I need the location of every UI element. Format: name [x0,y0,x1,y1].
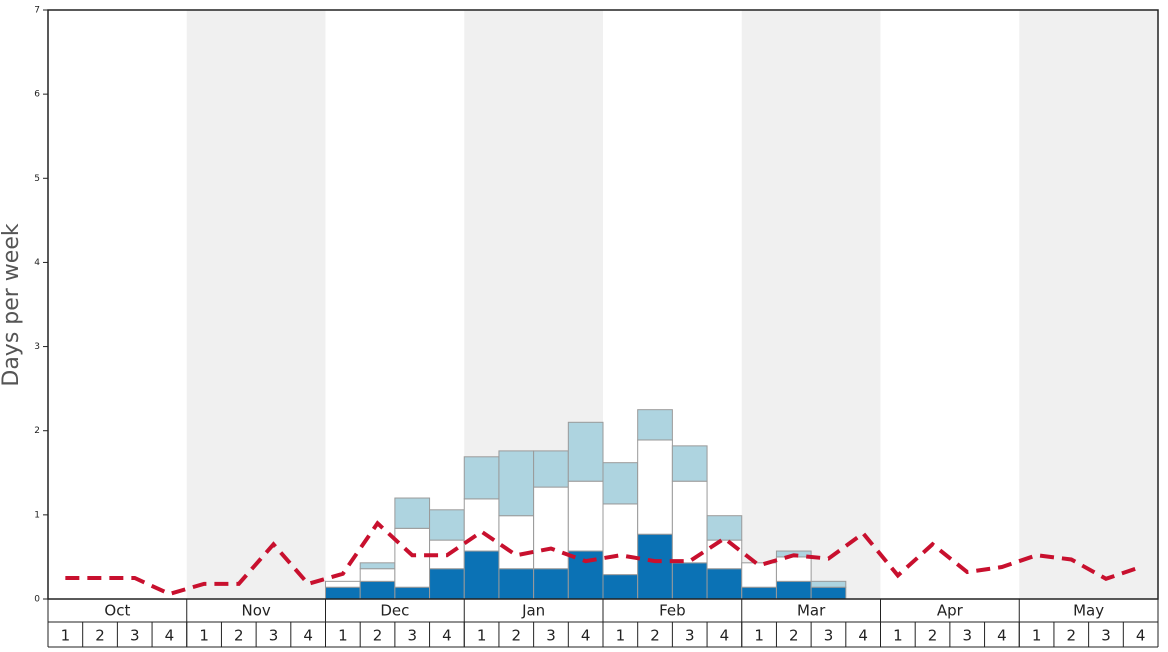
month-band [741,10,881,599]
week-label: 1 [754,627,764,645]
bar-segment [706,515,743,541]
y-tick-label: 7 [34,6,40,16]
week-label: 2 [373,627,383,645]
bar-segment [706,568,743,600]
bar-segment [637,533,673,600]
bar-segment [359,580,396,600]
bar-segment [533,450,569,488]
week-label: 2 [512,627,522,645]
bar-segment [533,568,569,600]
month-band [186,10,326,599]
week-label: 3 [1101,627,1111,645]
bar-segment [775,580,812,600]
week-label: 4 [581,627,591,645]
y-tick-label: 4 [34,258,40,268]
week-label: 4 [165,627,175,645]
bar-segment [429,509,465,541]
week-label: 1 [199,627,209,645]
bar-segment [394,527,431,588]
bar-segment [671,480,708,564]
bar-segment [671,445,708,482]
bar-segment [394,586,431,600]
month-label: Mar [797,602,826,620]
bar-segment [463,456,500,500]
y-tick-label: 1 [34,510,40,520]
average-line [65,520,1142,597]
week-label: 3 [962,627,972,645]
bar-segment [775,556,812,582]
month-label: Jan [521,602,545,620]
bar-segment [810,580,847,588]
bar-segment [325,580,361,588]
week-label: 1 [1032,627,1042,645]
bar-segment [463,550,500,600]
bar-segment [533,486,569,570]
week-label: 1 [893,627,903,645]
bar-segment [498,450,535,517]
week-label: 1 [616,627,626,645]
week-label: 4 [720,627,730,645]
bar-segment [741,586,777,600]
bar-segment [429,568,465,600]
bar-segment [359,562,396,570]
bar-segment [741,562,777,588]
week-label: 4 [303,627,313,645]
month-label: Apr [937,602,964,620]
month-label: Dec [380,602,409,620]
week-label: 2 [789,627,799,645]
week-label: 2 [928,627,938,645]
month-label: Oct [104,602,130,620]
week-label: 4 [1136,627,1146,645]
week-label: 3 [269,627,279,645]
bar-segment [602,503,639,576]
bar-segment [810,586,847,600]
bar-segment [567,480,604,552]
bar-segment [602,574,639,600]
week-label: 1 [338,627,348,645]
week-label: 3 [130,627,140,645]
bar-segment [637,409,673,441]
y-axis-label: Days per week [0,223,24,386]
week-label: 3 [824,627,834,645]
week-label: 2 [650,627,660,645]
bar-segment [602,462,639,505]
bar-segment [359,568,396,582]
bar-segment [498,515,535,570]
week-label: 2 [1067,627,1077,645]
bar-segment [567,421,604,482]
y-tick-label: 6 [34,90,40,100]
week-label: 2 [234,627,244,645]
bar-segment [671,562,708,600]
bar-segment [498,568,535,600]
y-tick-label: 3 [34,342,40,352]
week-label: 1 [477,627,487,645]
bar-segment [463,498,500,552]
bar-segment [637,439,673,535]
week-label: 3 [546,627,556,645]
month-label: May [1073,602,1104,620]
week-label: 3 [407,627,417,645]
week-label: 2 [95,627,105,645]
week-label: 4 [858,627,868,645]
bar-segment [325,586,361,600]
month-band [1019,10,1158,599]
y-tick-label: 5 [34,174,40,184]
y-tick-label: 2 [34,426,40,436]
week-label: 4 [442,627,452,645]
month-label: Feb [659,602,686,620]
week-label: 4 [997,627,1007,645]
bar-segment [394,497,431,529]
week-label: 3 [685,627,695,645]
y-tick-label: 0 [34,595,40,605]
month-label: Nov [241,602,270,620]
week-label: 1 [61,627,71,645]
